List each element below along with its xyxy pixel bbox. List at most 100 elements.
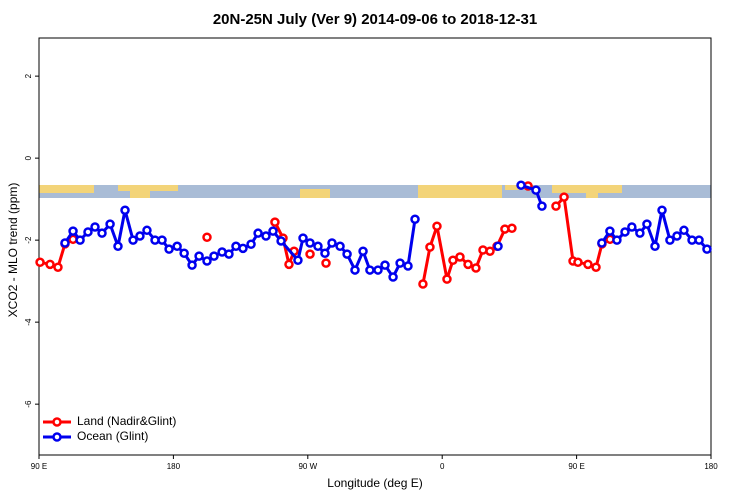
data-point — [559, 192, 569, 202]
data-point — [694, 235, 704, 245]
plot-frame — [38, 37, 712, 456]
x-tick-label: 90 W — [298, 462, 317, 471]
data-point — [202, 256, 212, 266]
data-point — [455, 252, 465, 262]
data-point — [35, 257, 45, 268]
data-point — [276, 236, 286, 246]
data-point — [320, 248, 330, 259]
data-point — [448, 255, 458, 265]
legend-label: Ocean (Glint) — [77, 429, 148, 443]
data-point — [135, 231, 145, 241]
data-point — [321, 258, 331, 268]
y-tick-label: 2 — [24, 73, 33, 78]
data-point — [179, 248, 189, 259]
data-point — [373, 265, 383, 275]
data-point — [516, 180, 526, 190]
data-point — [507, 223, 517, 234]
data-point — [194, 251, 204, 261]
data-point — [53, 262, 63, 272]
data-point — [224, 249, 234, 259]
data-point — [238, 243, 248, 254]
data-point — [261, 231, 271, 241]
y-tick-label: -2 — [24, 236, 33, 244]
data-point — [657, 205, 667, 215]
data-point — [253, 228, 263, 238]
data-point — [342, 249, 352, 259]
data-point — [583, 259, 593, 270]
data-point — [642, 219, 652, 229]
data-point — [425, 242, 435, 252]
data-point — [551, 201, 561, 211]
data-point — [665, 235, 675, 245]
data-point — [612, 235, 622, 245]
y-tick-label: -6 — [24, 400, 33, 408]
legend-marker — [52, 417, 62, 427]
data-point — [432, 221, 442, 231]
data-point — [591, 262, 601, 272]
data-point — [298, 233, 308, 243]
data-point — [702, 244, 712, 254]
data-point — [531, 185, 541, 195]
x-tick-label: 180 — [704, 462, 718, 471]
data-point — [120, 205, 130, 215]
data-point — [410, 214, 420, 224]
data-point — [403, 261, 413, 271]
data-point — [284, 259, 294, 270]
data-point — [128, 235, 138, 245]
data-point — [142, 225, 152, 236]
x-tick-label: 90 E — [568, 462, 584, 471]
data-point — [635, 228, 645, 238]
x-tick-label: 0 — [440, 462, 445, 471]
data-point — [293, 255, 303, 265]
data-point — [90, 222, 100, 232]
data-point — [157, 235, 167, 245]
data-point — [105, 219, 115, 229]
data-point — [395, 258, 405, 268]
data-point — [202, 232, 212, 243]
data-point — [305, 238, 315, 248]
data-point — [305, 249, 315, 259]
data-point — [597, 238, 607, 248]
y-tick-label: -4 — [24, 318, 33, 326]
data-point — [164, 244, 174, 254]
data-point — [672, 231, 682, 241]
data-point — [620, 227, 630, 237]
data-point — [209, 251, 219, 261]
data-point — [463, 259, 473, 270]
x-tick-label: 180 — [167, 462, 181, 471]
data-point — [365, 265, 375, 275]
data-point — [627, 222, 637, 232]
data-point — [358, 246, 368, 256]
data-point — [573, 257, 583, 268]
data-point — [60, 238, 70, 248]
data-point — [172, 241, 182, 252]
data-point — [68, 226, 78, 236]
data-point — [471, 263, 481, 273]
data-point — [83, 227, 93, 237]
data-point — [270, 217, 280, 227]
data-point — [679, 225, 689, 236]
data-point — [442, 274, 452, 284]
data-point — [493, 241, 503, 252]
chart-title: 20N-25N July (Ver 9) 2014-09-06 to 2018-… — [213, 11, 537, 28]
data-point — [75, 235, 85, 245]
data-point — [187, 260, 197, 270]
x-axis-label: Longitude (deg E) — [327, 476, 422, 490]
y-axis-label: XCO2 - MLO trend (ppm) — [6, 183, 20, 318]
data-point — [327, 238, 337, 248]
data-point — [485, 246, 495, 256]
data-point — [113, 241, 123, 252]
data-point — [605, 226, 615, 236]
data-point — [388, 272, 398, 282]
y-tick-label: 0 — [24, 155, 33, 160]
x-tick-label: 90 E — [31, 462, 47, 471]
data-point — [537, 201, 547, 211]
legend-label: Land (Nadir&Glint) — [77, 414, 176, 428]
data-point — [650, 241, 660, 252]
data-point — [45, 259, 55, 270]
data-point — [350, 265, 360, 275]
data-point — [380, 260, 390, 270]
data-point — [268, 226, 278, 236]
data-point — [246, 239, 256, 249]
